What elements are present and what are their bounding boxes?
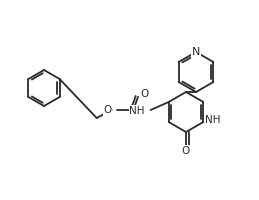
Text: NH: NH [205, 115, 220, 125]
Text: NH: NH [129, 106, 145, 116]
Text: O: O [182, 146, 190, 156]
Text: N: N [192, 47, 200, 57]
Text: O: O [103, 105, 112, 115]
Text: O: O [141, 89, 149, 99]
